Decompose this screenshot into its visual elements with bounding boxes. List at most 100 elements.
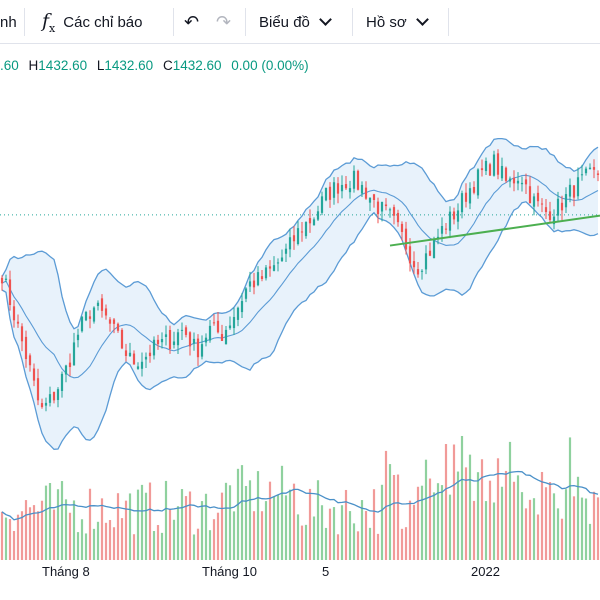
- candle-body: [540, 203, 544, 205]
- candle-body: [148, 352, 152, 357]
- volume-bar: [588, 523, 592, 560]
- volume-bar: [276, 494, 280, 560]
- volume-bar: [140, 484, 144, 560]
- profile-dropdown[interactable]: Hồ sơ: [366, 0, 429, 44]
- volume-bar: [428, 478, 432, 560]
- candle-body: [120, 329, 124, 349]
- volume-bar: [580, 497, 584, 560]
- candle-body: [316, 211, 320, 220]
- volume-bar: [412, 504, 416, 560]
- volume-bar: [520, 492, 524, 560]
- candle-body: [24, 336, 28, 360]
- candle-body: [212, 322, 216, 324]
- volume-bar: [316, 480, 320, 560]
- volume-bar: [20, 511, 24, 560]
- candle-body: [40, 403, 44, 408]
- candle-body: [392, 207, 396, 216]
- candle-body: [48, 394, 52, 403]
- chart-type-dropdown[interactable]: Biểu đồ: [259, 0, 332, 44]
- candle-body: [4, 278, 8, 280]
- candle-body: [36, 378, 40, 401]
- candle-body: [28, 355, 32, 366]
- candle-body: [356, 170, 360, 190]
- candle-body: [12, 306, 16, 321]
- candle-body: [280, 257, 284, 262]
- volume-bar: [376, 533, 380, 560]
- volume-bar: [180, 489, 184, 560]
- candle-body: [232, 317, 236, 329]
- volume-bar: [504, 470, 508, 560]
- volume-bar: [44, 485, 48, 560]
- candle-body: [408, 246, 412, 264]
- volume-bar: [560, 518, 564, 560]
- volume-bar: [168, 508, 172, 560]
- candle-body: [92, 307, 96, 322]
- candle-body: [380, 201, 384, 212]
- volume-bar: [268, 481, 272, 560]
- trendline: [389, 214, 600, 247]
- candle-body: [328, 186, 332, 200]
- ohlc-legend: .60 H1432.60 L1432.60 C1432.60 0.00 (0.0…: [0, 58, 309, 73]
- low-key: L: [96, 58, 105, 73]
- volume-bar: [36, 511, 40, 560]
- candle-body: [16, 321, 20, 324]
- volume-bar: [496, 458, 500, 560]
- candle-body: [492, 154, 496, 176]
- candle-body: [360, 184, 364, 194]
- candle-body: [588, 167, 592, 170]
- indicators-button[interactable]: fx Các chỉ báo: [42, 0, 142, 44]
- volume-bar: [208, 530, 212, 560]
- volume-bar: [508, 441, 512, 560]
- volume-bar: [416, 486, 420, 560]
- candle-body: [204, 337, 208, 343]
- candle-body: [340, 184, 344, 192]
- candle-body: [560, 202, 564, 211]
- candle-body: [56, 389, 60, 400]
- redo-icon: ↷: [216, 11, 232, 32]
- high-key: H: [28, 58, 39, 73]
- volume-bar: [556, 508, 560, 560]
- volume-bar: [324, 527, 328, 560]
- candle-body: [248, 281, 252, 287]
- volume-bar: [364, 511, 368, 560]
- volume-bar: [228, 485, 232, 560]
- volume-bar: [568, 437, 572, 560]
- volume-bar: [156, 525, 160, 560]
- candle-body: [388, 209, 392, 211]
- candle-body: [60, 373, 64, 391]
- price-chart[interactable]: [0, 90, 600, 560]
- partial-label: nh: [0, 13, 17, 31]
- candle-body: [68, 362, 72, 368]
- candle-body: [176, 332, 180, 346]
- volume-bar: [120, 518, 124, 560]
- candle-body: [52, 391, 56, 401]
- candle-body: [80, 316, 84, 332]
- chart-type-label: Biểu đồ: [259, 13, 310, 31]
- volume-bar: [440, 485, 444, 560]
- candle-body: [520, 182, 524, 185]
- volume-bar: [420, 485, 424, 560]
- volume-bar: [252, 511, 256, 560]
- volume-bar: [444, 444, 448, 560]
- volume-bar: [104, 522, 108, 560]
- candle-body: [144, 356, 148, 360]
- candle-body: [428, 250, 432, 256]
- volume-bar: [0, 511, 4, 560]
- volume-bar: [224, 482, 228, 560]
- toolbar-divider: [24, 8, 25, 36]
- volume-bar: [480, 459, 484, 560]
- partial-toolbar-label[interactable]: nh: [0, 0, 17, 44]
- volume-bar: [356, 531, 360, 560]
- volume-bar: [12, 530, 16, 560]
- volume-bar: [572, 496, 576, 560]
- profile-label: Hồ sơ: [366, 13, 407, 31]
- redo-button[interactable]: ↷: [216, 0, 231, 44]
- undo-button[interactable]: ↶: [184, 0, 199, 44]
- toolbar-divider: [448, 8, 449, 36]
- volume-bar: [372, 489, 376, 560]
- candle-body: [188, 332, 192, 347]
- volume-bar: [256, 471, 260, 560]
- candle-body: [276, 262, 280, 264]
- undo-icon: ↶: [184, 11, 200, 32]
- volume-bar: [528, 499, 532, 560]
